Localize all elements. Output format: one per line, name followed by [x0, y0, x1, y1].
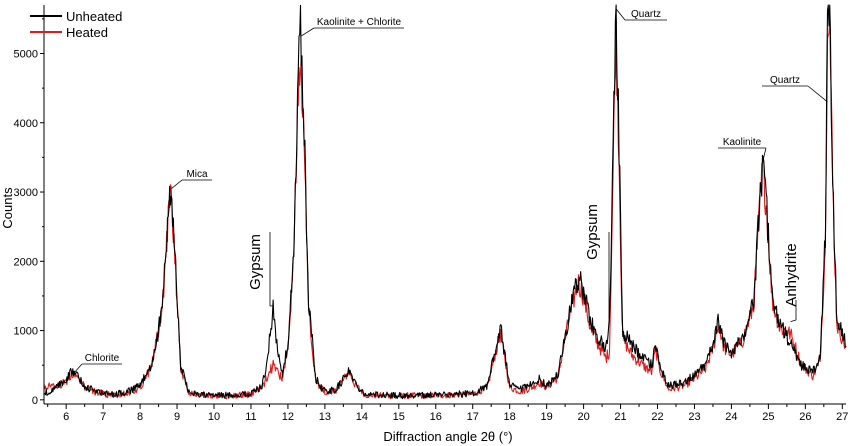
- annotation-leader: [615, 8, 626, 21]
- annotation-leader: [171, 179, 183, 189]
- chart-annotations: Chlorite Mica Gypsum Kaolinite + Chlorite Gy…: [73, 8, 828, 374]
- x-tick-label: 11: [245, 411, 256, 423]
- x-tick-label: 17: [467, 411, 479, 423]
- x-tick-label: 19: [541, 411, 553, 423]
- annotation: Gypsum: [247, 232, 274, 307]
- y-tick-label: 0: [32, 395, 38, 407]
- annotation: Kaolinite: [718, 137, 767, 161]
- annotation-label: Chlorite: [85, 353, 120, 364]
- legend-label-unheated: Unheated: [66, 9, 122, 24]
- x-tick-label: 8: [137, 411, 143, 423]
- annotation-leader: [807, 85, 828, 103]
- y-tick-label: 2000: [14, 256, 38, 268]
- x-tick-label: 14: [356, 411, 368, 423]
- x-tick-label: 15: [393, 411, 405, 423]
- x-tick-label: 6: [63, 411, 69, 423]
- y-tick-label: 4000: [14, 118, 38, 130]
- x-tick-label: 26: [799, 411, 811, 423]
- y-tick-label: 3000: [14, 187, 38, 199]
- x-tick-label: 10: [208, 411, 220, 423]
- legend-label-heated: Heated: [66, 25, 108, 40]
- series-line-unheated: [43, 4, 847, 400]
- x-tick-label: 12: [282, 411, 294, 423]
- annotation-leader: [790, 319, 797, 323]
- annotation: Mica: [171, 169, 212, 189]
- chart-series-layer: [43, 4, 847, 400]
- x-tick-label: 9: [174, 411, 180, 423]
- x-tick-label: 22: [651, 411, 663, 423]
- x-tick-label: 23: [688, 411, 700, 423]
- x-tick-label: 7: [100, 411, 106, 423]
- y-tick-label: 5000: [14, 48, 38, 60]
- annotation: Kaolinite + Chlorite: [300, 17, 404, 37]
- annotation: Quartz: [762, 75, 828, 103]
- annotation: Anhydrite: [783, 243, 800, 323]
- annotation-leader: [300, 27, 315, 37]
- annotation: Quartz: [615, 8, 667, 21]
- annotation-label: Mica: [186, 169, 208, 180]
- annotation-label: Kaolinite: [723, 137, 762, 148]
- annotation-label: Kaolinite + Chlorite: [317, 17, 402, 28]
- x-tick-label: 20: [577, 411, 589, 423]
- x-tick-label: 25: [762, 411, 774, 423]
- x-tick-label: 21: [614, 411, 626, 423]
- annotation-label: Quartz: [770, 75, 800, 86]
- chart-legend: Unheated Heated: [30, 9, 122, 40]
- annotation-leader: [762, 147, 767, 161]
- x-tick-label: 18: [504, 411, 516, 423]
- annotation: Gypsum: [584, 204, 610, 322]
- annotation-label: Anhydrite: [783, 243, 800, 306]
- x-tick-label: 13: [319, 411, 331, 423]
- x-tick-label: 24: [725, 411, 737, 423]
- annotation: Chlorite: [73, 353, 122, 374]
- annotation-label: Gypsum: [584, 204, 601, 260]
- annotation-leader: [73, 363, 83, 374]
- x-axis-title: Diffraction angle 2θ (°): [383, 429, 512, 444]
- chart-axes: 6 7 8 9 10 11 12 13 14 15 16 17 18 19 20 21 22 23 24 25 26 27…: [14, 5, 848, 423]
- annotation-label: Gypsum: [247, 234, 264, 290]
- x-tick-label: 27: [836, 411, 848, 423]
- x-tick-label: 16: [430, 411, 442, 423]
- y-axis-title: Counts: [0, 187, 15, 229]
- y-tick-label: 1000: [14, 326, 38, 338]
- annotation-label: Quartz: [631, 9, 661, 20]
